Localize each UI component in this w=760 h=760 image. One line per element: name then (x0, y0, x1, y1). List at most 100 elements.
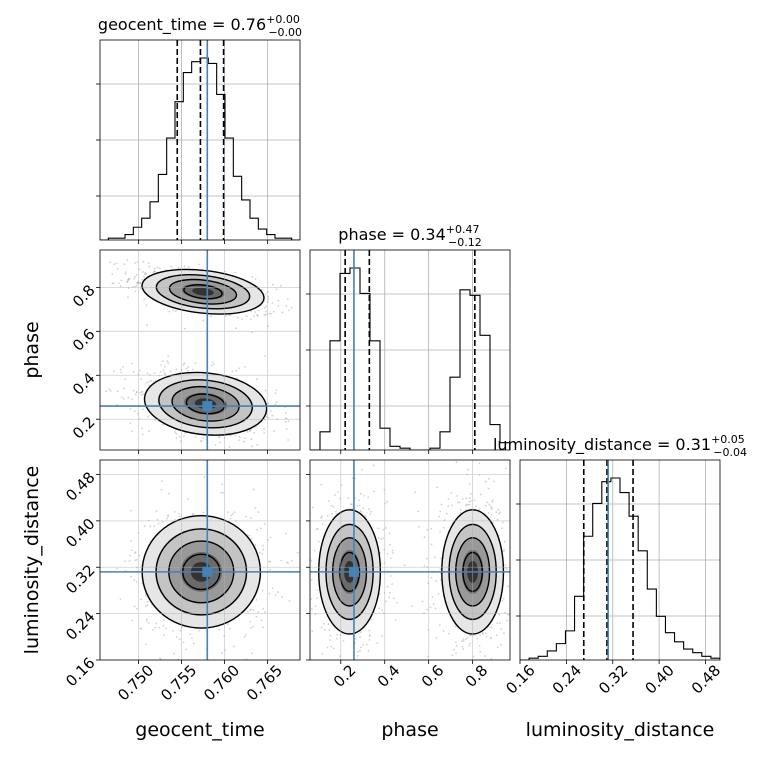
sample-point (491, 506, 493, 509)
sample-point (386, 553, 389, 555)
x-tick-label-luminosity_distance: 0.40 (642, 661, 678, 697)
title-minus: −0.04 (713, 446, 747, 459)
sample-point (144, 594, 147, 597)
sample-point (418, 525, 420, 528)
sample-point (116, 403, 119, 406)
sample-point (269, 560, 271, 563)
sample-point (365, 643, 368, 646)
sample-point (141, 393, 143, 396)
sample-point (175, 636, 178, 638)
sample-point (134, 290, 137, 293)
sample-point (244, 633, 247, 636)
contour-grid (310, 460, 510, 660)
x-tick-label-phase: 0.2 (330, 661, 360, 691)
sample-point (426, 529, 429, 531)
sample-point (142, 275, 145, 278)
sample-point (153, 270, 156, 273)
sample-point (249, 620, 252, 623)
title-plus: +0.05 (711, 433, 745, 446)
sample-point (141, 427, 143, 430)
sample-point (167, 514, 169, 516)
sample-point (489, 637, 492, 640)
sample-point (144, 643, 147, 646)
sample-point (391, 549, 394, 552)
sample-point (243, 365, 246, 368)
sample-point (117, 282, 120, 284)
sample-point (478, 644, 481, 647)
sample-point (485, 635, 488, 638)
sample-point (313, 549, 316, 552)
sample-point (264, 313, 267, 316)
sample-point (367, 496, 370, 499)
sample-point (131, 430, 134, 433)
sample-point (430, 528, 433, 530)
sample-point (368, 629, 371, 632)
contour-content (100, 250, 300, 450)
sample-point (112, 282, 115, 285)
sample-point (136, 261, 139, 264)
sample-point (132, 371, 135, 373)
sample-point (250, 428, 252, 431)
sample-point (498, 512, 500, 515)
y-tick-label-phase: 0.6 (69, 325, 99, 355)
sample-point (187, 266, 190, 268)
sample-point (267, 297, 270, 300)
sample-point (129, 407, 132, 410)
sample-point (490, 699, 492, 701)
sample-point (127, 279, 129, 282)
sample-point (122, 397, 125, 400)
sample-point (249, 318, 252, 321)
sample-point (145, 620, 148, 623)
sample-point (186, 367, 188, 370)
sample-point (237, 316, 239, 319)
sample-point (136, 281, 139, 284)
sample-point (442, 526, 445, 529)
sample-point (504, 564, 507, 567)
sample-point (462, 638, 465, 640)
sample-point (163, 365, 166, 368)
sample-point (153, 270, 155, 273)
sample-point (359, 492, 362, 495)
sample-point (163, 619, 165, 622)
sample-point (328, 500, 330, 503)
sample-point (145, 381, 148, 384)
sample-point (362, 644, 365, 647)
sample-point (310, 578, 313, 581)
sample-point (469, 493, 472, 495)
sample-point (435, 636, 438, 639)
sample-point (357, 650, 359, 653)
histogram-steps-phase (310, 267, 510, 450)
sample-point (350, 503, 352, 506)
sample-point (210, 315, 212, 318)
sample-point (139, 281, 142, 284)
sample-point (251, 625, 254, 628)
sample-point (392, 552, 394, 554)
title-main: luminosity_distance = 0.31 (493, 435, 711, 455)
sample-point (190, 637, 193, 640)
sample-point (284, 420, 287, 423)
sample-point (469, 642, 472, 645)
sample-point (433, 556, 436, 559)
sample-point (155, 510, 158, 513)
sample-point (356, 504, 359, 507)
sample-point (456, 495, 459, 497)
sample-point (166, 517, 169, 520)
sample-point (174, 431, 176, 434)
sample-point (142, 271, 144, 273)
sample-point (491, 500, 493, 503)
sample-point (329, 634, 332, 637)
sample-point (192, 513, 195, 515)
sample-point (202, 319, 205, 322)
x-tick-label-geocent_time: 0.755 (157, 661, 200, 704)
sample-point (327, 623, 330, 626)
sample-point (335, 638, 338, 640)
sample-point (288, 309, 290, 312)
sample-point (263, 523, 266, 525)
sample-point (162, 624, 165, 627)
sample-point (140, 390, 143, 393)
sample-point (124, 378, 127, 381)
sample-point (285, 532, 287, 535)
sample-point (503, 632, 505, 635)
sample-point (484, 689, 486, 691)
sample-point (184, 431, 187, 434)
